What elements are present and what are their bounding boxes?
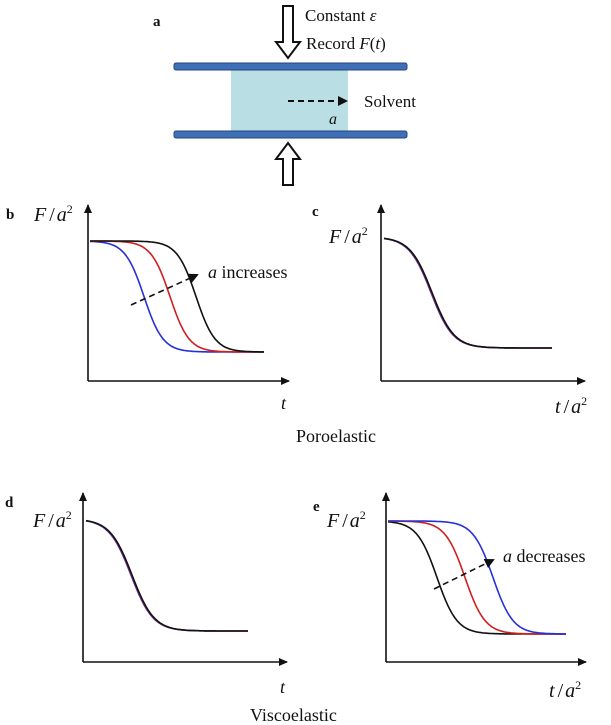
panel-b-curve-red (90, 240, 264, 353)
panel-e-curve-red (388, 520, 566, 635)
panel-b-curve-blue (90, 240, 264, 353)
panel-d-xlabel: t (280, 677, 286, 697)
panel-b-annotation: a increases (208, 262, 287, 282)
panel-e-annotation: a decreases (503, 546, 585, 566)
panel-d-ylabel: F / a2 (32, 508, 72, 532)
constant-strain-text: Constant ε (305, 6, 377, 25)
panel-e-label: e (313, 499, 320, 515)
panel-d-curve-red (85, 520, 248, 632)
panel-c-curve-blue (383, 237, 552, 349)
radius-label: a (329, 111, 337, 128)
solvent-label: Solvent (364, 92, 416, 111)
panel-c-label: c (312, 204, 319, 220)
record-force-text: Record F(t) (306, 34, 386, 53)
panel-d-curve-black (85, 519, 248, 632)
panel-d-curve-blue (85, 520, 248, 632)
panel-a: a Constant ε Record F(t) Solvent a (153, 5, 416, 186)
panel-e: e F / a2 a decreases t / a2 (313, 492, 587, 702)
panel-e-ylabel: F / a2 (326, 508, 366, 532)
panel-b-ylabel: F / a2 (33, 202, 73, 226)
panel-e-curve-blue (388, 520, 566, 635)
bottom-plate (173, 130, 408, 139)
panel-c-curve-black (383, 237, 552, 349)
panel-c-ylabel: F / a2 (328, 224, 368, 248)
panel-d-label: d (5, 495, 14, 511)
panel-b-trend-arrow (130, 273, 199, 306)
top-plate (173, 62, 408, 71)
panel-b-xlabel: t (281, 393, 287, 413)
panel-a-label: a (153, 14, 161, 30)
panel-b-curve-black (90, 240, 264, 353)
top-compression-arrow (274, 5, 302, 60)
poroelastic-caption: Poroelastic (296, 426, 376, 446)
panel-e-xlabel: t / a2 (549, 678, 581, 702)
panel-d: d F / a2 t (5, 492, 288, 697)
panel-c-xlabel: t / a2 (555, 394, 587, 418)
panel-e-trend-arrow (433, 559, 495, 590)
bottom-compression-arrow (274, 141, 302, 186)
viscoelastic-caption: Viscoelastic (250, 705, 337, 725)
panel-c: c F / a2 t / a2 (312, 204, 587, 418)
panel-c-curve-red (383, 237, 552, 349)
panel-b-label: b (6, 207, 14, 223)
panel-b: b F / a2 a increases t (6, 202, 290, 413)
